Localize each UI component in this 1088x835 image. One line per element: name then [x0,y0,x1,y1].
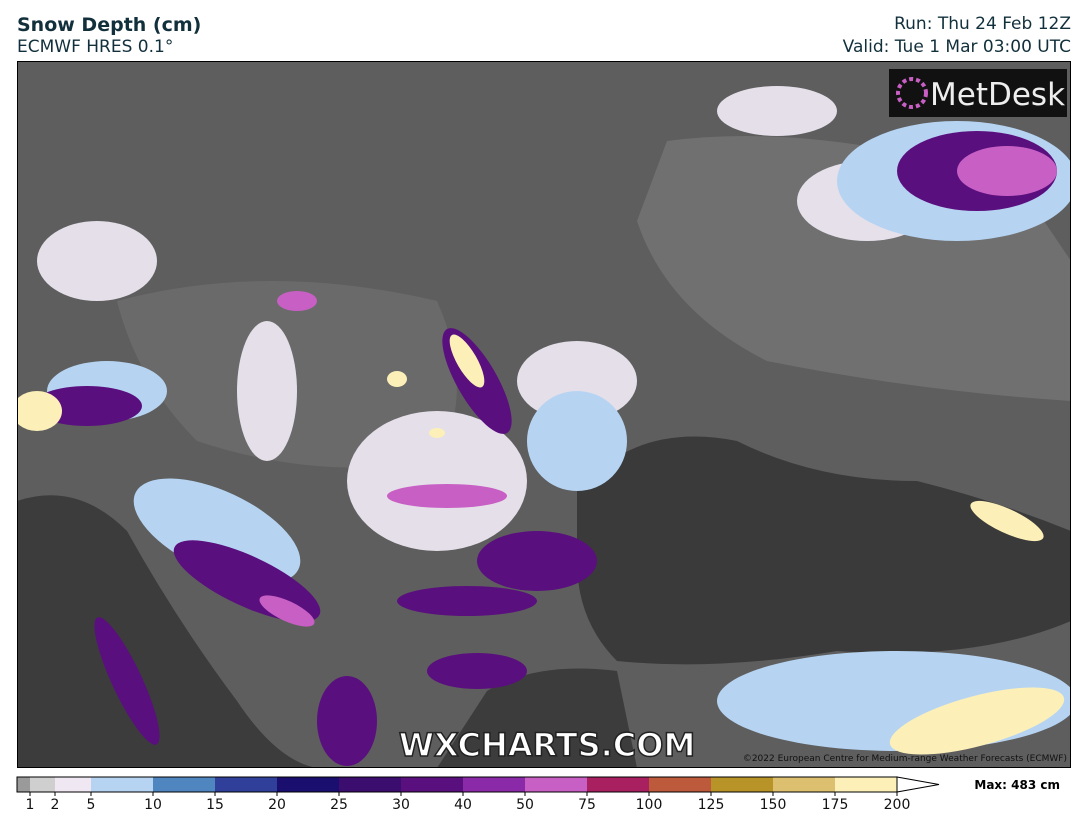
colorbar-segment [153,777,215,792]
max-label: Max: 483 cm [974,778,1060,792]
logo: MetDesk [930,77,1065,113]
colorbar-segment [525,777,587,792]
colorbar-label: 1 [26,797,35,813]
colorbar-label: 10 [144,797,162,813]
colorbar-segment [339,777,401,792]
colorbar-label: 15 [206,797,224,813]
colorbar-segment [773,777,835,792]
title: Snow Depth (cm) [17,14,202,36]
colorbar-label: 125 [698,797,725,813]
colorbar-segment [30,777,55,792]
run: Run: Thu 24 Feb 12Z [894,14,1071,34]
colorbar-label: 30 [392,797,410,813]
colorbar-under [17,777,30,792]
colorbar-label: 200 [884,797,911,813]
colorbar-label: 2 [51,797,60,813]
logo-icon [896,77,928,109]
map: MetDesk WXCHARTS.COM ©2022 European Cent… [17,61,1071,768]
colorbar-label: 50 [516,797,534,813]
colorbar-segment [91,777,153,792]
colorbar-segment [835,777,897,792]
colorbar-label: 40 [454,797,472,813]
colorbar-segment [277,777,339,792]
colorbar-label: 150 [760,797,787,813]
colorbar-segment [587,777,649,792]
aegean [437,668,637,768]
colorbar-label: 5 [87,797,96,813]
valid: Valid: Tue 1 Mar 03:00 UTC [842,37,1071,57]
colorbar-label: 75 [578,797,596,813]
colorbar-segment [463,777,525,792]
map-frame [17,61,1071,768]
colorbar-label: 20 [268,797,286,813]
sea-adriatic [17,495,317,768]
colorbar-segment [711,777,773,792]
colorbar-label: 25 [330,797,348,813]
black-sea [577,436,1071,665]
colorbar-label: 100 [636,797,663,813]
colorbar-frame [16,776,898,793]
model: ECMWF HRES 0.1° [17,37,174,57]
snow-max [17,334,1065,755]
watermark: WXCHARTS.COM [399,726,696,764]
colorbar-arrow [896,776,940,793]
copyright: ©2022 European Centre for Medium-range W… [743,754,1067,764]
colorbar-label: 175 [822,797,849,813]
colorbar-segment [649,777,711,792]
colorbar-segment [215,777,277,792]
colorbar-segment [401,777,463,792]
logo-box [889,69,1067,117]
snow-extreme [259,146,1057,627]
colorbar-segment [55,777,91,792]
